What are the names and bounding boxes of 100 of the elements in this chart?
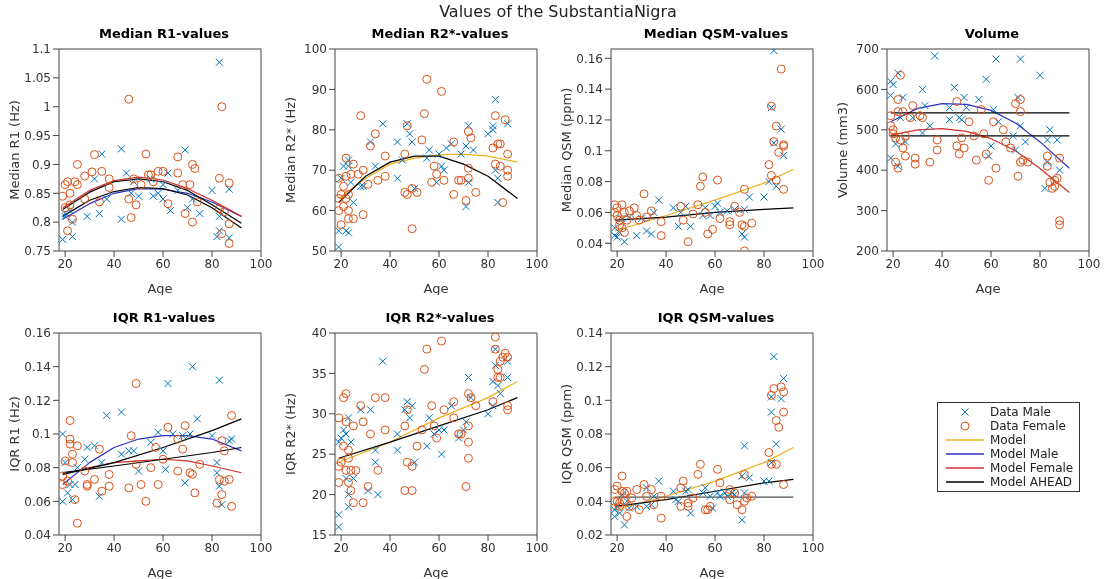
y-tick-label: 0.08 <box>576 174 603 189</box>
y-tick-label: 0.1 <box>31 427 51 442</box>
text: Model AHEAD <box>990 475 1073 489</box>
y-tick-label: 0.06 <box>576 460 603 475</box>
x-tick-label: 40 <box>934 256 950 271</box>
x-tick-label: 40 <box>658 540 674 555</box>
x-tick-label: 80 <box>756 540 772 555</box>
y-axis-title: Volume (mm3) <box>834 101 850 199</box>
x-axis-title: Age <box>699 281 725 296</box>
x-tick-label: 60 <box>155 540 171 555</box>
y-tick-label: 300 <box>856 203 879 218</box>
x-tick-label: 60 <box>431 540 447 555</box>
y-tick-label: 1 <box>43 99 51 114</box>
x-tick-label: 80 <box>480 540 496 555</box>
y-axis-title: Median R2* (Hz) <box>282 96 298 204</box>
y-tick-label: 80 <box>311 123 327 138</box>
y-axis-title: Median QSM (ppm) <box>558 87 574 213</box>
chart-title: IQR QSM-values <box>656 310 776 327</box>
y-tick-label: 0.14 <box>576 82 603 97</box>
y-tick-label: 0.12 <box>24 393 51 408</box>
y-tick-label: 100 <box>304 42 327 57</box>
y-tick-label: 35 <box>311 366 327 381</box>
x-tick-label: 40 <box>106 256 122 271</box>
y-tick-label: 0.04 <box>576 494 603 509</box>
y-tick-label: 1.05 <box>24 71 51 86</box>
chart-title: IQR R2*-values <box>384 310 496 327</box>
y-tick-label: 0.1 <box>583 144 603 159</box>
x-tick-label: 100 <box>249 256 273 271</box>
y-tick-label: 70 <box>311 163 327 178</box>
y-tick-label: 0.95 <box>24 128 51 143</box>
x-tick-label: 20 <box>57 256 73 271</box>
x-axis-title: Age <box>147 281 173 296</box>
y-tick-label: 0.9 <box>31 157 51 172</box>
x-tick-label: 60 <box>431 256 447 271</box>
x-tick-label: 20 <box>333 540 349 555</box>
chart-title: Median QSM-values <box>642 26 790 43</box>
x-tick-label: 20 <box>885 256 901 271</box>
chart-title: Median R2*-values <box>370 26 510 43</box>
x-tick-label: 40 <box>658 256 674 271</box>
y-tick-label: 60 <box>311 203 327 218</box>
y-axis-title: IQR R1 (Hz) <box>6 396 22 472</box>
x-tick-label: 100 <box>525 540 549 555</box>
x-tick-label: 60 <box>707 540 723 555</box>
text: Model Male <box>990 447 1059 461</box>
legend-label: Model <box>990 433 1027 447</box>
x-tick-label: 100 <box>1077 256 1101 271</box>
x-tick-label: 100 <box>801 540 825 555</box>
y-tick-label: 0.02 <box>576 528 603 543</box>
x-tick-label: 40 <box>106 540 122 555</box>
y-tick-label: 0.14 <box>24 359 51 374</box>
y-tick-label: 20 <box>311 487 327 502</box>
y-tick-label: 30 <box>311 407 327 422</box>
y-tick-label: 50 <box>311 244 327 259</box>
y-tick-label: 90 <box>311 82 327 97</box>
x-tick-label: 80 <box>756 256 772 271</box>
x-tick-label: 40 <box>382 256 398 271</box>
chart-title: Median R1-values <box>97 26 230 43</box>
y-tick-label: 0.12 <box>576 113 603 128</box>
x-axis-title: Age <box>423 281 449 296</box>
y-tick-label: 0.06 <box>24 494 51 509</box>
x-tick-label: 20 <box>609 256 625 271</box>
y-tick-label: 0.16 <box>576 51 603 66</box>
y-tick-label: 25 <box>311 447 327 462</box>
x-tick-label: 40 <box>382 540 398 555</box>
y-tick-label: 0.75 <box>24 244 51 259</box>
x-tick-label: 100 <box>249 540 273 555</box>
y-tick-label: 15 <box>311 528 327 543</box>
chart-title: IQR R1-values <box>111 310 217 327</box>
y-tick-label: 0.16 <box>24 326 51 341</box>
y-tick-label: 200 <box>856 244 879 259</box>
x-tick-label: 80 <box>1032 256 1048 271</box>
x-tick-label: 100 <box>801 256 825 271</box>
x-tick-label: 100 <box>525 256 549 271</box>
x-tick-label: 80 <box>204 540 220 555</box>
x-tick-label: 60 <box>983 256 999 271</box>
x-axis-title: Age <box>975 281 1001 296</box>
y-tick-label: 0.8 <box>31 215 51 230</box>
y-tick-label: 40 <box>311 326 327 341</box>
legend-label: Data Male <box>990 405 1051 419</box>
text: Values of the SubstantiaNigra <box>438 2 678 21</box>
y-tick-label: 0.85 <box>24 186 51 201</box>
x-tick-label: 60 <box>155 256 171 271</box>
y-tick-label: 600 <box>856 82 879 97</box>
y-tick-label: 1.1 <box>31 42 51 57</box>
y-tick-label: 0.08 <box>24 460 51 475</box>
y-axis-title: IQR QSM (ppm) <box>558 383 574 485</box>
x-tick-label: 60 <box>707 256 723 271</box>
x-tick-label: 80 <box>480 256 496 271</box>
y-tick-label: 500 <box>856 123 879 138</box>
y-axis-title: IQR R2* (Hz) <box>282 393 298 475</box>
text: Model Female <box>990 461 1074 475</box>
x-axis-title: Age <box>147 565 173 579</box>
y-tick-label: 0.14 <box>576 326 603 341</box>
y-axis-title: Median R1 (Hz) <box>6 100 22 200</box>
y-tick-label: 0.04 <box>24 528 51 543</box>
y-tick-label: 0.04 <box>576 236 603 251</box>
x-tick-label: 80 <box>204 256 220 271</box>
x-tick-label: 20 <box>57 540 73 555</box>
x-tick-label: 20 <box>333 256 349 271</box>
y-tick-label: 400 <box>856 163 879 178</box>
